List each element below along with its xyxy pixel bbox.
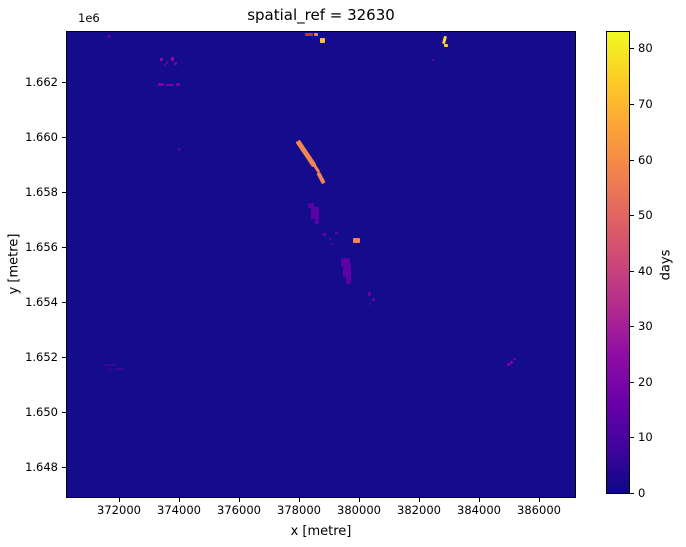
map-feature <box>311 207 319 219</box>
colorbar-tick-label: 80 <box>638 41 653 55</box>
map-feature <box>164 64 166 66</box>
map-feature <box>335 232 338 234</box>
x-tick-label: 376000 <box>217 503 261 517</box>
map-feature <box>323 233 326 236</box>
map-feature <box>432 59 434 61</box>
y-tick-label: 1.662 <box>25 75 58 89</box>
colorbar-tick-label: 30 <box>638 319 653 333</box>
map-feature <box>105 364 115 366</box>
colorbar-tick-mark <box>630 382 634 383</box>
map-feature <box>497 344 499 346</box>
map-feature <box>513 358 516 360</box>
map-feature <box>316 171 326 185</box>
x-axis-label: x [metre] <box>290 524 352 539</box>
map-feature <box>108 369 112 371</box>
colorbar-tick-mark <box>630 104 634 105</box>
map-feature <box>341 258 350 266</box>
plot-title: spatial_ref = 32630 <box>247 6 395 24</box>
y-axis-label: y [metre] <box>6 233 22 295</box>
x-tick-label: 386000 <box>517 503 561 517</box>
map-feature <box>107 35 111 38</box>
map-feature <box>442 35 447 45</box>
x-tick-mark <box>479 498 480 502</box>
colorbar-tick-label: 50 <box>638 208 653 222</box>
x-tick-mark <box>539 498 540 502</box>
x-tick-mark <box>239 498 240 502</box>
y-tick-label: 1.658 <box>25 185 58 199</box>
y-tick-mark <box>62 247 66 248</box>
colorbar-tick-mark <box>630 271 634 272</box>
map-feature <box>372 298 375 301</box>
y-tick-label: 1.652 <box>25 350 58 364</box>
colorbar-tick-mark <box>630 326 634 327</box>
x-tick-mark <box>359 498 360 502</box>
colorbar-tick-mark <box>630 48 634 49</box>
map-feature <box>510 361 513 364</box>
map-feature <box>177 148 181 151</box>
map-feature <box>353 238 360 243</box>
y-tick-label: 1.654 <box>25 295 58 309</box>
map-feature <box>174 62 177 65</box>
colorbar-tick-label: 40 <box>638 264 653 278</box>
map-feature <box>305 33 313 36</box>
y-tick-mark <box>62 467 66 468</box>
colorbar-tick-mark <box>630 160 634 161</box>
map-feature <box>368 292 371 296</box>
y-axis-offset-label: 1e6 <box>78 11 100 25</box>
map-feature <box>507 363 510 366</box>
x-tick-mark <box>179 498 180 502</box>
map-feature <box>343 265 351 277</box>
y-tick-mark <box>62 412 66 413</box>
map-feature <box>346 276 351 284</box>
y-tick-label: 1.648 <box>25 460 58 474</box>
map-feature <box>171 57 174 61</box>
x-tick-label: 374000 <box>157 503 201 517</box>
colorbar-tick-mark <box>630 437 634 438</box>
y-tick-label: 1.660 <box>25 130 58 144</box>
x-tick-label: 378000 <box>277 503 321 517</box>
colorbar-tick-mark <box>630 215 634 216</box>
map-feature <box>308 203 314 208</box>
x-tick-mark <box>419 498 420 502</box>
map-feature <box>320 38 325 43</box>
colorbar-label: days <box>658 249 674 281</box>
colorbar-tick-label: 70 <box>638 97 653 111</box>
x-tick-mark <box>119 498 120 502</box>
map-feature <box>329 238 331 240</box>
y-tick-mark <box>62 137 66 138</box>
x-tick-label: 380000 <box>337 503 381 517</box>
heatmap-features-layer <box>67 32 575 497</box>
y-tick-label: 1.650 <box>25 405 58 419</box>
map-feature <box>160 58 163 61</box>
map-feature <box>314 33 318 36</box>
y-tick-mark <box>62 302 66 303</box>
y-tick-mark <box>62 192 66 193</box>
map-feature <box>158 83 164 86</box>
colorbar-tick-label: 60 <box>638 153 653 167</box>
x-tick-mark <box>299 498 300 502</box>
x-tick-label: 384000 <box>457 503 501 517</box>
colorbar <box>606 31 630 494</box>
heatmap-canvas <box>66 31 576 498</box>
map-feature <box>176 83 180 86</box>
map-feature <box>331 243 333 245</box>
colorbar-tick-label: 10 <box>638 430 653 444</box>
x-tick-label: 372000 <box>97 503 141 517</box>
map-feature <box>295 139 317 168</box>
map-feature <box>166 61 168 64</box>
colorbar-tick-mark <box>630 493 634 494</box>
y-tick-label: 1.656 <box>25 240 58 254</box>
map-feature <box>369 303 371 305</box>
map-feature <box>115 368 123 370</box>
map-feature <box>315 218 319 224</box>
colorbar-tick-label: 20 <box>638 375 653 389</box>
colorbar-tick-label: 0 <box>638 486 646 500</box>
x-tick-label: 382000 <box>397 503 441 517</box>
map-feature <box>166 84 174 86</box>
y-tick-mark <box>62 357 66 358</box>
y-tick-mark <box>62 82 66 83</box>
map-feature <box>444 44 448 47</box>
